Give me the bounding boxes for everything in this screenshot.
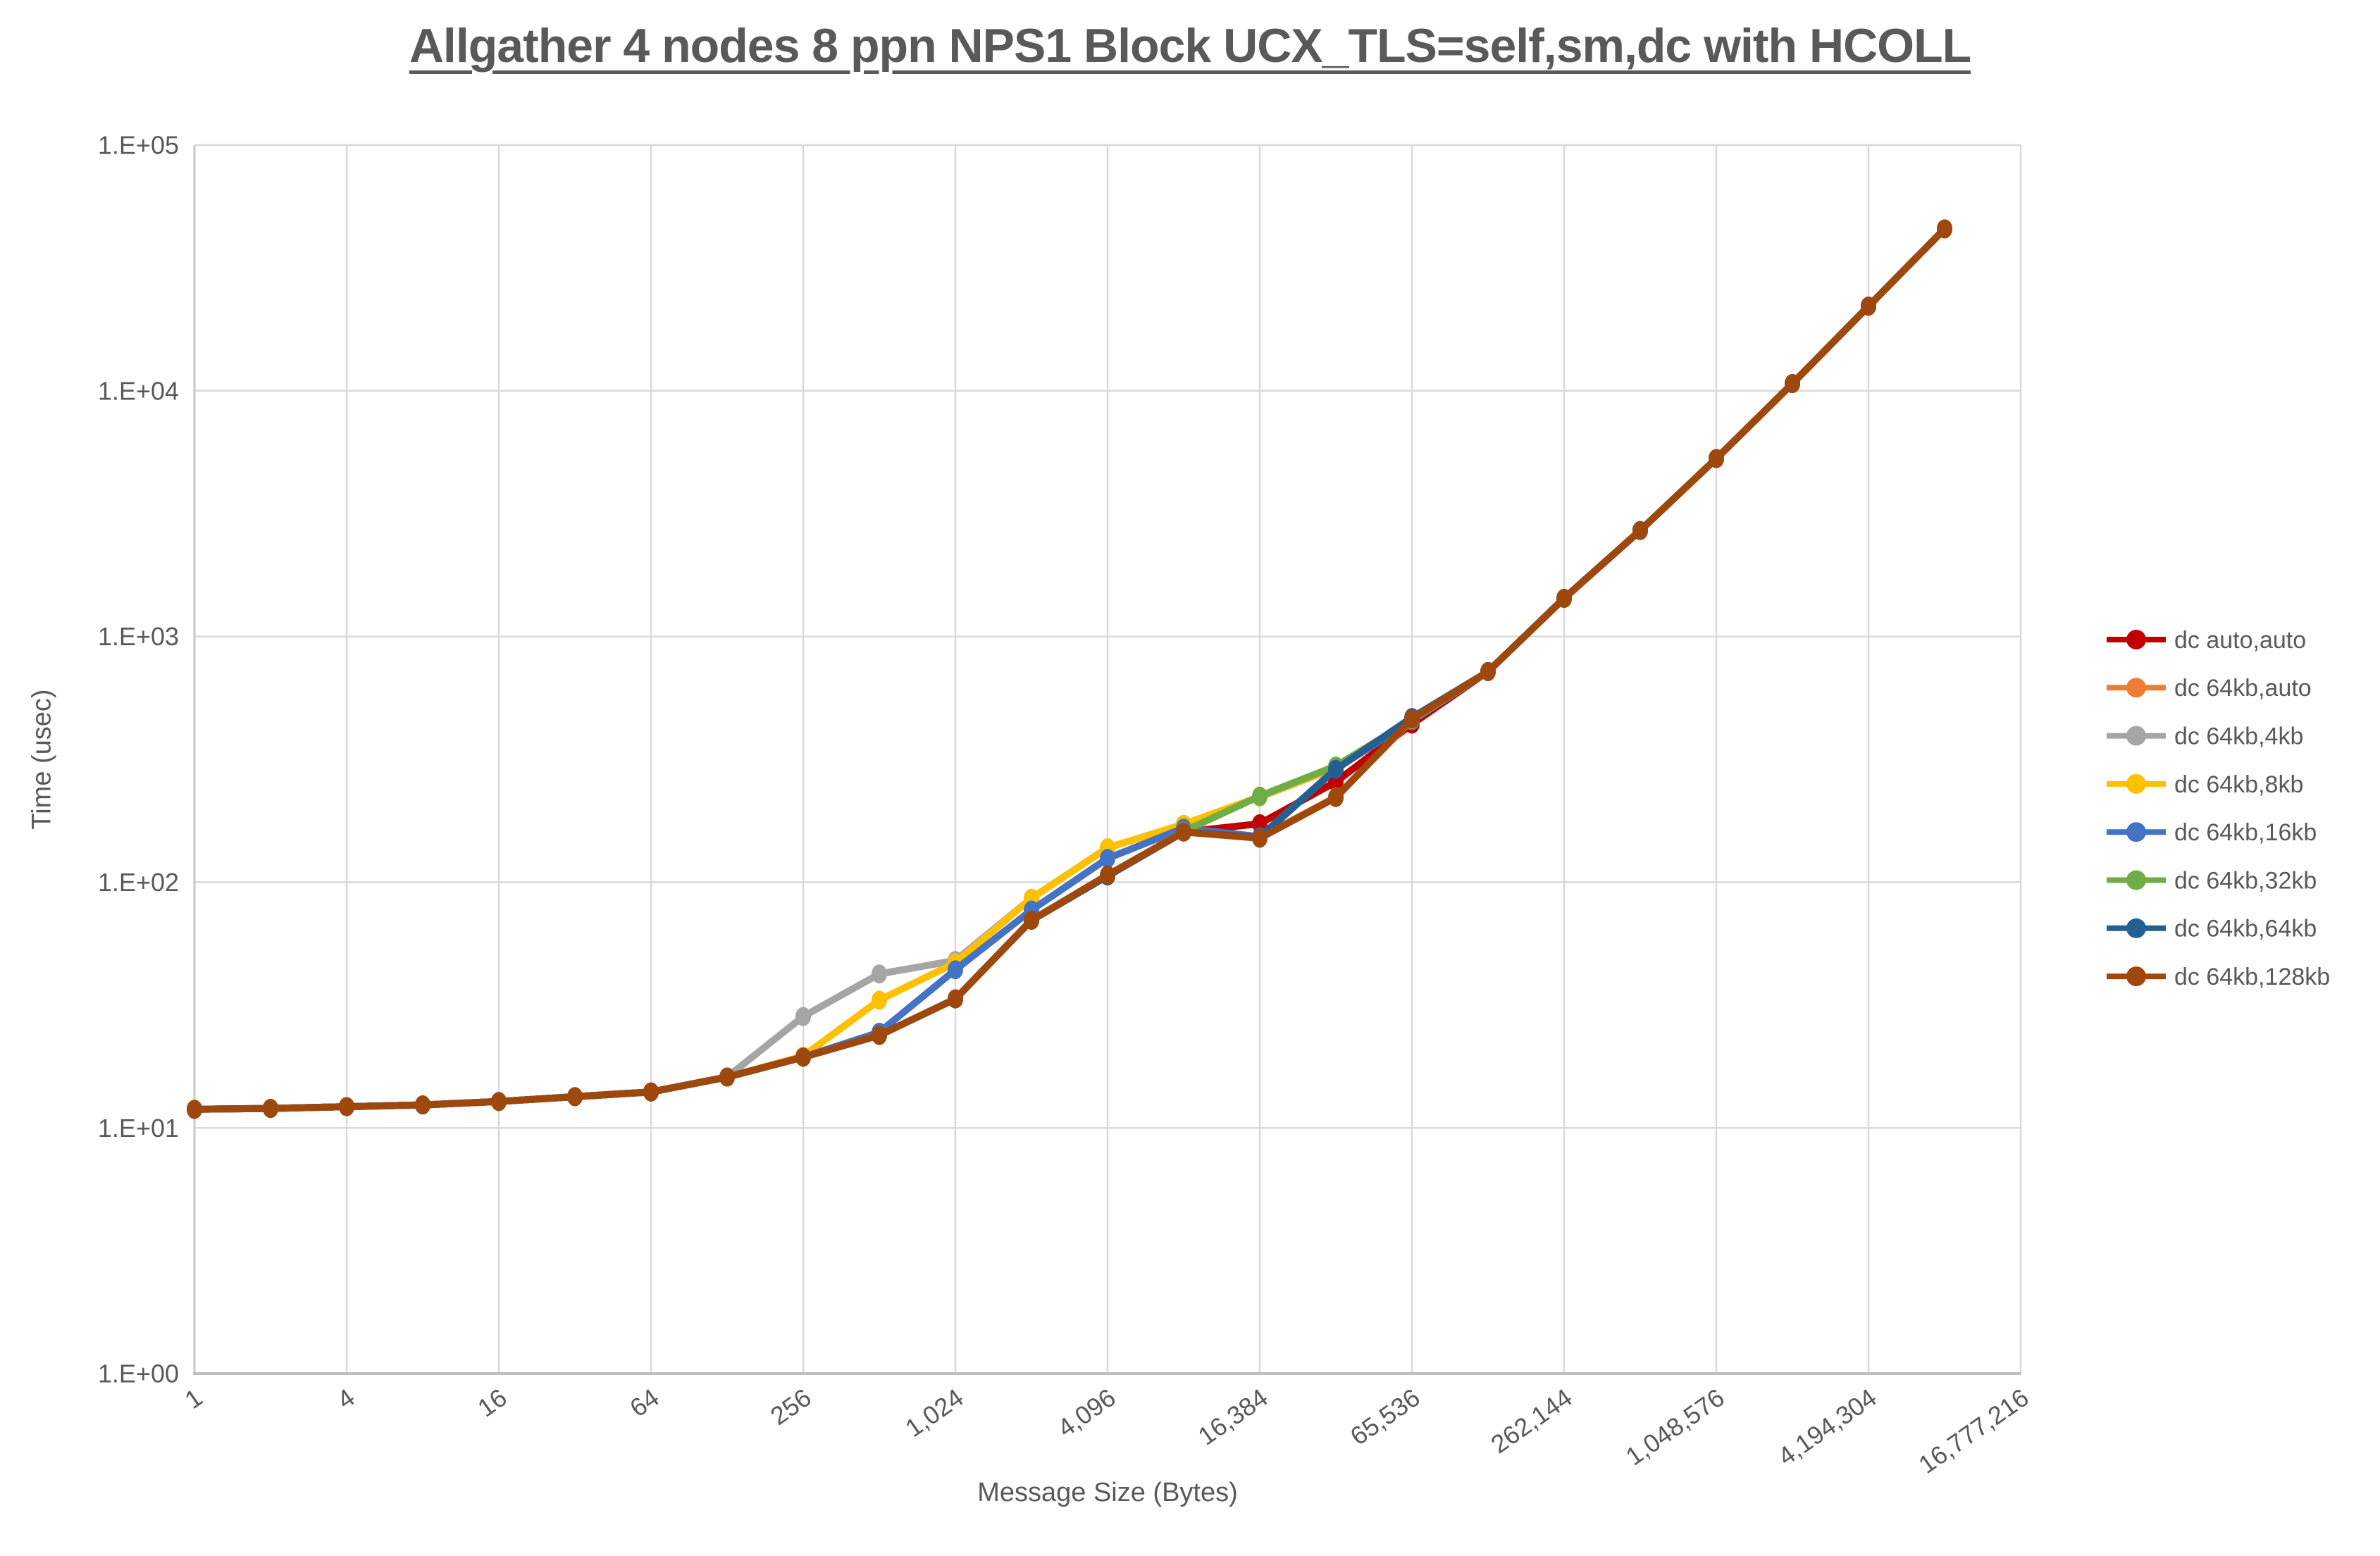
data-point bbox=[795, 1007, 811, 1026]
data-point bbox=[1785, 374, 1800, 394]
legend-swatch-marker bbox=[2126, 966, 2146, 987]
data-point bbox=[1937, 219, 1952, 239]
legend-item-label: dc 64kb,32kb bbox=[2174, 867, 2317, 894]
data-point bbox=[339, 1097, 354, 1116]
legend-swatch-marker bbox=[2126, 918, 2146, 938]
data-point bbox=[643, 1082, 659, 1102]
y-tick-label: 1.E+01 bbox=[98, 1114, 179, 1143]
series-line-dc-64kb-16kb bbox=[191, 225, 1948, 1113]
data-point bbox=[1861, 297, 1876, 316]
data-point bbox=[795, 1047, 811, 1067]
series-line-dc-64kb-8kb bbox=[191, 225, 1948, 1113]
data-point bbox=[1404, 709, 1420, 729]
data-point bbox=[1556, 588, 1572, 608]
data-point bbox=[719, 1067, 735, 1087]
series-line-dc-64kb-32kb bbox=[191, 225, 1948, 1113]
data-point bbox=[872, 1026, 887, 1045]
chart-title-text: Allgather 4 nodes 8 ppn NPS1 Block UCX_T… bbox=[409, 19, 1971, 73]
legend-item-label: dc 64kb,auto bbox=[2174, 675, 2312, 702]
x-tick-label: 4,194,304 bbox=[1773, 1383, 1882, 1471]
legend-item-label: dc 64kb,64kb bbox=[2174, 916, 2317, 942]
data-point bbox=[1100, 849, 1115, 869]
data-point bbox=[1252, 814, 1268, 833]
legend-item-label: dc 64kb,16kb bbox=[2174, 819, 2317, 846]
chart-title: Allgather 4 nodes 8 ppn NPS1 Block UCX_T… bbox=[0, 18, 2380, 73]
y-tick-label: 1.E+04 bbox=[98, 376, 179, 405]
x-tick-label: 1 bbox=[180, 1383, 208, 1414]
legend-swatch-marker bbox=[2126, 773, 2146, 794]
data-point bbox=[1024, 910, 1039, 930]
data-point bbox=[1480, 661, 1496, 681]
data-point bbox=[187, 1100, 202, 1119]
legend-swatch-marker bbox=[2126, 678, 2146, 698]
data-point bbox=[1328, 759, 1344, 779]
x-tick-label: 16,777,216 bbox=[1913, 1383, 2033, 1479]
x-tick-label: 1,048,576 bbox=[1620, 1383, 1730, 1471]
series-line-dc-auto-auto bbox=[191, 225, 1948, 1113]
data-point bbox=[872, 964, 887, 984]
y-tick-label: 1.E+05 bbox=[98, 131, 179, 160]
legend-item-label: dc 64kb,8kb bbox=[2174, 771, 2303, 798]
data-point bbox=[1176, 822, 1191, 842]
x-tick-label: 262,144 bbox=[1485, 1383, 1577, 1459]
data-point bbox=[1252, 786, 1268, 806]
legend-swatch-marker bbox=[2126, 822, 2146, 842]
data-point bbox=[263, 1099, 278, 1119]
data-point bbox=[415, 1095, 430, 1115]
series-line-dc-64kb-128kb bbox=[191, 225, 1948, 1113]
data-point bbox=[1252, 828, 1268, 848]
x-tick-label: 16,384 bbox=[1193, 1383, 1273, 1451]
y-tick-label: 1.E+00 bbox=[98, 1359, 179, 1388]
x-tick-label: 256 bbox=[765, 1383, 817, 1431]
x-axis-title: Message Size (Bytes) bbox=[977, 1478, 1238, 1507]
x-tick-label: 64 bbox=[624, 1383, 664, 1423]
series-line-dc-64kb-auto bbox=[191, 225, 1948, 1113]
data-point bbox=[491, 1092, 507, 1112]
data-point bbox=[1709, 449, 1724, 468]
y-tick-label: 1.E+03 bbox=[98, 622, 179, 651]
legend-item-label: dc 64kb,4kb bbox=[2174, 723, 2303, 750]
x-tick-label: 4,096 bbox=[1052, 1383, 1120, 1443]
data-point bbox=[1328, 788, 1344, 807]
x-tick-label: 65,536 bbox=[1345, 1383, 1425, 1451]
series-line-dc-64kb-64kb bbox=[191, 225, 1948, 1113]
x-tick-label: 4 bbox=[332, 1383, 360, 1414]
x-tick-label: 1,024 bbox=[900, 1383, 968, 1443]
y-axis-title: Time (usec) bbox=[27, 689, 57, 830]
data-point bbox=[948, 989, 963, 1009]
y-tick-label: 1.E+02 bbox=[98, 868, 179, 897]
legend-item-label: dc 64kb,128kb bbox=[2174, 964, 2330, 990]
data-point bbox=[1632, 521, 1648, 540]
legend-swatch-marker bbox=[2126, 630, 2146, 649]
data-point bbox=[948, 960, 963, 980]
data-point bbox=[567, 1087, 583, 1107]
series-line-dc-64kb-4kb bbox=[191, 225, 1948, 1113]
data-point bbox=[872, 990, 887, 1010]
data-point bbox=[1100, 865, 1115, 885]
legend-swatch-marker bbox=[2126, 870, 2146, 890]
legend-swatch-marker bbox=[2126, 726, 2146, 746]
legend-item-label: dc auto,auto bbox=[2174, 627, 2306, 654]
x-tick-label: 16 bbox=[472, 1383, 512, 1423]
